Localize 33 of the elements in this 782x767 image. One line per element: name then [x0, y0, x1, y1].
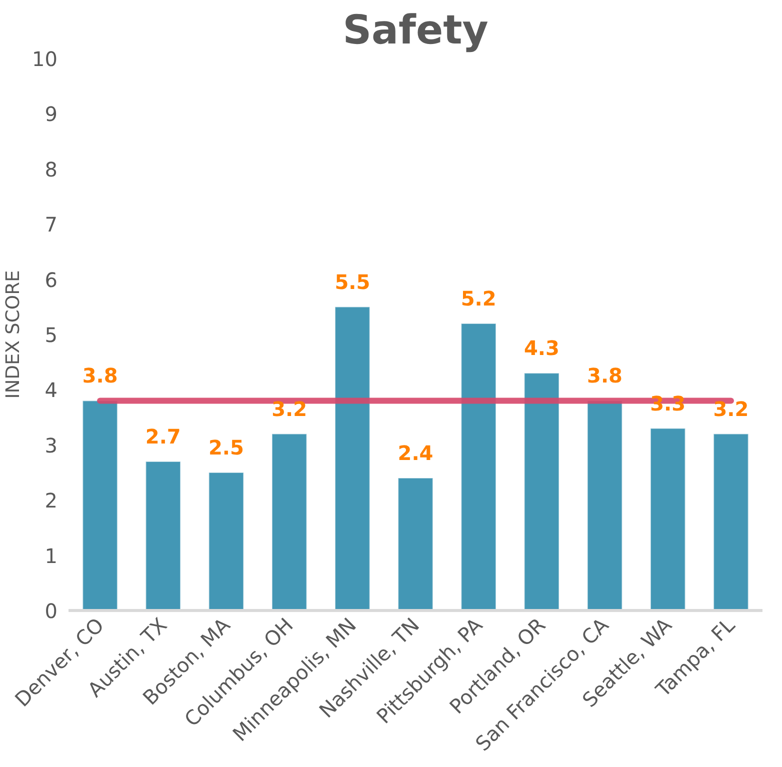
y-axis-title: INDEX SCORE [3, 270, 24, 399]
data-label: 5.5 [334, 270, 370, 294]
data-label: 3.2 [272, 396, 308, 421]
y-tick-label: 1 [44, 544, 58, 568]
y-tick-label: 2 [44, 488, 58, 513]
bar [271, 433, 308, 610]
data-label: 3.8 [82, 364, 118, 388]
data-label: 2.5 [208, 436, 244, 460]
bar [398, 478, 434, 610]
bar [145, 460, 181, 610]
y-tick-label: 5 [44, 323, 58, 347]
bar [334, 306, 370, 610]
bar [524, 372, 560, 610]
y-tick-label: 7 [44, 212, 58, 237]
y-tick-label: 8 [44, 157, 58, 182]
chart-title: Safety [342, 8, 488, 54]
y-tick-label: 6 [44, 268, 58, 292]
data-label: 3.8 [587, 364, 622, 388]
bar [713, 433, 749, 610]
data-label: 4.3 [524, 336, 560, 360]
y-tick-label: 0 [44, 599, 58, 623]
y-tick-label: 4 [44, 378, 58, 402]
bar [650, 428, 686, 610]
bar [208, 472, 244, 610]
y-tick-label: 9 [44, 102, 58, 126]
bar [460, 322, 496, 610]
y-tick-label: 3 [44, 433, 58, 458]
bar [82, 400, 118, 610]
data-label: 3.2 [713, 396, 749, 421]
data-label: 5.2 [460, 286, 496, 310]
y-tick-label: 10 [32, 47, 58, 71]
data-label: 2.7 [145, 424, 181, 448]
data-label: 2.4 [398, 441, 434, 466]
